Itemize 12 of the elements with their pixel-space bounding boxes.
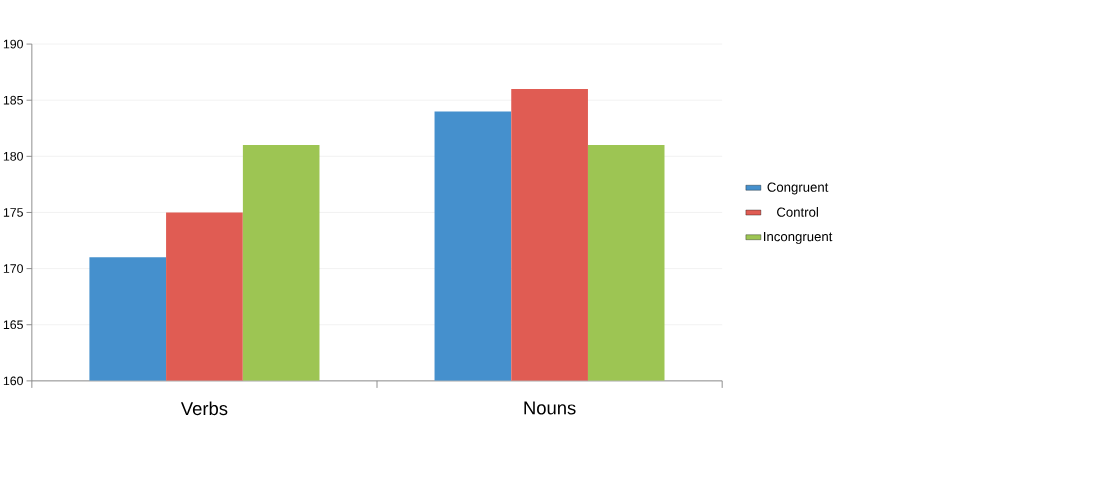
x-tick-label: Verbs: [180, 401, 228, 416]
y-tick-label: 180: [3, 152, 23, 161]
x-tick-label: Nouns: [524, 401, 576, 415]
y-tick-label: 165: [3, 320, 23, 330]
legend-label: Control: [777, 207, 818, 217]
y-tick-label: 160: [3, 376, 23, 386]
y-tick-label: 190: [3, 39, 23, 49]
y-tick-label: 185: [3, 95, 23, 105]
legend-label: Congruent: [767, 182, 829, 195]
y-tick-label: 170: [3, 264, 23, 274]
legend-label: Incongruent: [764, 232, 833, 244]
y-tick-label: 175: [3, 208, 23, 217]
